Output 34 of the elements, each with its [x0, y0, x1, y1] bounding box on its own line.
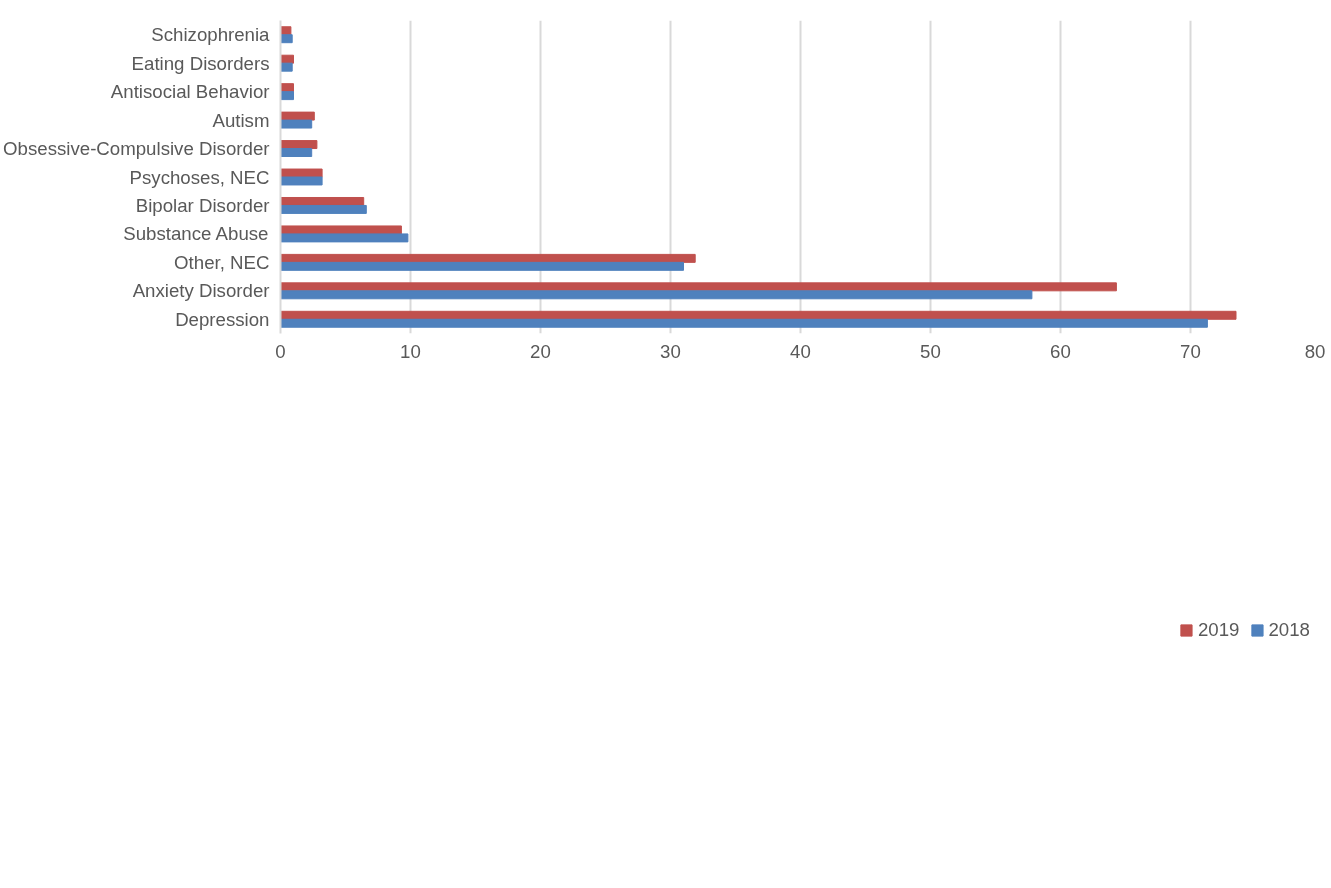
- bar: [280, 62, 293, 72]
- bar: [280, 282, 1117, 292]
- y-tick-label: Psychoses, NEC: [129, 166, 270, 188]
- x-tick-label: 40: [790, 340, 811, 362]
- x-tick-label: 50: [920, 340, 941, 362]
- y-tick-label: Substance Abuse: [123, 223, 269, 245]
- y-tick-label: Bipolar Disorder: [135, 194, 270, 216]
- bar: [280, 91, 294, 101]
- bar: [280, 119, 313, 129]
- bar: [280, 233, 409, 243]
- x-tick-label: 60: [1050, 340, 1071, 362]
- bar: [280, 34, 293, 44]
- bar: [280, 204, 367, 214]
- x-tick-label: 0: [275, 340, 286, 362]
- y-tick-label: Antisocial Behavior: [110, 81, 270, 103]
- y-tick-label: Obsessive-Compulsive Disorder: [3, 138, 270, 160]
- y-tick-label: Autism: [212, 109, 270, 131]
- bar: [280, 176, 323, 186]
- y-tick-label: Other, NEC: [174, 251, 270, 273]
- y-tick-label: Schizophrenia: [151, 24, 271, 46]
- bar: [280, 290, 1033, 300]
- y-tick-label: Anxiety Disorder: [132, 280, 270, 302]
- bar: [280, 318, 1208, 328]
- bar: [280, 148, 313, 158]
- x-tick-label: 30: [660, 340, 681, 362]
- y-tick-label: Depression: [175, 308, 270, 330]
- x-tick-label: 10: [400, 340, 421, 362]
- legend-label: 2019: [1197, 619, 1240, 641]
- x-tick-label: 80: [1304, 340, 1326, 362]
- legend-label: 2018: [1268, 619, 1310, 641]
- x-tick-label: 70: [1180, 340, 1201, 362]
- bar: [280, 261, 684, 271]
- x-tick-label: 20: [530, 340, 551, 362]
- y-tick-label: Eating Disorders: [131, 52, 270, 74]
